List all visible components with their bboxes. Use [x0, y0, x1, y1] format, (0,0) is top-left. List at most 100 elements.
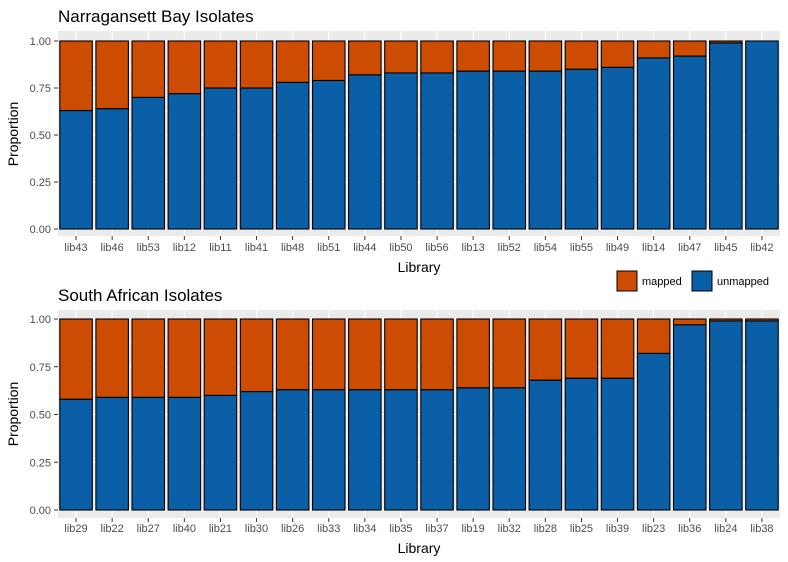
bar-mapped-lib51 — [311, 40, 346, 82]
bar-unmapped-lib48 — [275, 81, 310, 230]
x-axis-title: Library — [398, 259, 441, 275]
bar-unmapped-lib36 — [672, 324, 707, 511]
x-tick-label: lib24 — [714, 523, 737, 535]
bar-mapped-lib50 — [384, 40, 418, 74]
y-tick-label: 0.25 — [30, 177, 51, 189]
x-tick-label: lib21 — [209, 523, 232, 535]
bar-mapped-lib13 — [456, 40, 490, 72]
bar-mapped-lib26 — [275, 318, 310, 391]
bar-mapped-lib52 — [492, 40, 527, 72]
bar-unmapped-lib38 — [745, 320, 779, 511]
x-tick-label: lib47 — [678, 242, 701, 254]
bar-mapped-lib49 — [600, 40, 635, 68]
bar-unmapped-lib41 — [239, 87, 274, 230]
bar-unmapped-lib25 — [564, 377, 599, 511]
x-tick-label: lib39 — [606, 523, 629, 535]
x-tick-label: lib11 — [209, 242, 231, 254]
bar-mapped-lib39 — [600, 318, 635, 379]
bar-unmapped-lib28 — [528, 379, 563, 511]
bar-mapped-lib30 — [239, 318, 274, 393]
bar-mapped-lib33 — [311, 318, 346, 391]
bar-mapped-lib47 — [672, 40, 707, 57]
bar-mapped-lib36 — [672, 318, 707, 326]
x-tick-label: lib41 — [245, 242, 268, 254]
bar-mapped-lib48 — [275, 40, 310, 83]
y-tick-label: 0.25 — [30, 457, 51, 469]
bar-unmapped-lib56 — [420, 72, 454, 230]
bar-mapped-lib44 — [348, 40, 382, 76]
bar-mapped-lib22 — [95, 318, 129, 398]
bars — [59, 318, 779, 511]
bar-unmapped-lib37 — [420, 389, 454, 511]
x-tick-label: lib28 — [534, 523, 557, 535]
x-tick-label: lib25 — [570, 523, 593, 535]
x-tick-label: lib19 — [462, 523, 485, 535]
chart-title: South African Isolates — [58, 286, 222, 305]
bar-mapped-lib25 — [564, 318, 599, 379]
bar-unmapped-lib24 — [709, 320, 743, 511]
bar-unmapped-lib26 — [275, 389, 310, 511]
chart-title: Narragansett Bay Isolates — [58, 7, 254, 26]
panel-narragansett-bay: Narragansett Bay Isolates 0.000.250.500.… — [5, 7, 780, 275]
x-tick-label: lib51 — [317, 242, 340, 254]
bar-unmapped-lib44 — [348, 74, 382, 230]
bar-mapped-lib28 — [528, 318, 563, 381]
legend-swatch-unmapped — [691, 270, 713, 292]
bar-unmapped-lib27 — [131, 396, 166, 511]
bar-unmapped-lib23 — [636, 352, 671, 511]
bar-unmapped-lib32 — [492, 387, 527, 511]
x-tick-label: lib12 — [173, 242, 196, 254]
bar-unmapped-lib50 — [384, 72, 418, 230]
bar-mapped-lib12 — [167, 40, 202, 95]
x-tick-label: lib22 — [101, 523, 124, 535]
bar-unmapped-lib33 — [311, 389, 346, 511]
bar-mapped-lib41 — [239, 40, 274, 89]
bar-unmapped-lib43 — [59, 110, 93, 230]
bar-unmapped-lib35 — [384, 389, 418, 511]
bar-mapped-lib11 — [203, 40, 238, 89]
x-tick-label: lib36 — [678, 523, 701, 535]
x-tick-label: lib55 — [570, 242, 593, 254]
bar-mapped-lib46 — [95, 40, 129, 110]
y-tick-label: 1.00 — [30, 314, 51, 326]
bar-mapped-lib37 — [420, 318, 454, 391]
bar-mapped-lib23 — [636, 318, 671, 354]
bar-unmapped-lib52 — [492, 70, 527, 230]
legend-swatch-mapped — [616, 270, 638, 292]
bar-mapped-lib53 — [131, 40, 166, 98]
y-tick-label: 0.00 — [30, 224, 51, 236]
x-tick-label: lib44 — [353, 242, 376, 254]
legend-label-mapped: mapped — [642, 276, 682, 288]
bar-unmapped-lib14 — [636, 57, 671, 230]
legend-label-unmapped: unmapped — [717, 276, 769, 288]
bar-mapped-lib56 — [420, 40, 454, 74]
x-tick-label: lib42 — [750, 242, 773, 254]
y-tick-label: 0.75 — [30, 362, 51, 374]
bar-mapped-lib19 — [456, 318, 490, 389]
bar-unmapped-lib45 — [709, 42, 743, 230]
y-tick-label: 0.75 — [30, 83, 51, 95]
bar-unmapped-lib54 — [528, 70, 563, 230]
bar-unmapped-lib42 — [745, 40, 779, 230]
bar-unmapped-lib19 — [456, 387, 490, 511]
x-tick-label: lib30 — [245, 523, 268, 535]
x-tick-label: lib56 — [425, 242, 448, 254]
x-tick-label: lib23 — [642, 523, 665, 535]
x-tick-label: lib27 — [137, 523, 160, 535]
bar-mapped-lib21 — [203, 318, 238, 396]
x-tick-label: lib45 — [714, 242, 737, 254]
x-tick-label: lib14 — [642, 242, 665, 254]
x-tick-label: lib33 — [317, 523, 340, 535]
x-tick-label: lib43 — [64, 242, 87, 254]
bar-mapped-lib24 — [709, 318, 743, 322]
bar-unmapped-lib12 — [167, 93, 202, 230]
x-tick-label: lib38 — [750, 523, 773, 535]
bar-unmapped-lib40 — [167, 396, 202, 511]
x-axis-ticks: lib29 lib22 lib27 lib40 lib21 lib30 lib26 lib33… — [64, 518, 774, 535]
y-axis-ticks: 0.00 0.25 0.50 0.75 1.00 — [30, 314, 58, 517]
x-axis-title: Library — [398, 540, 441, 556]
x-tick-label: lib37 — [425, 523, 448, 535]
x-tick-label: lib35 — [389, 523, 412, 535]
bar-mapped-lib45 — [709, 40, 743, 44]
